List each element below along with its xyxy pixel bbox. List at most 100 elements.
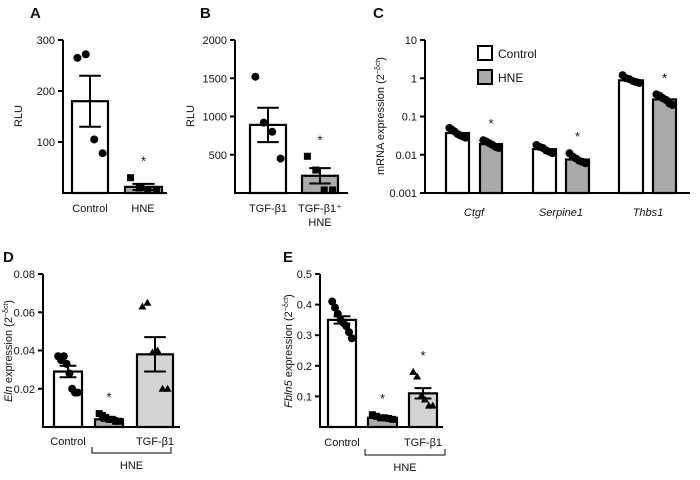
data-point — [494, 144, 503, 153]
y-axis-label: Fbln5 expression (2−δct) — [283, 294, 295, 408]
data-point — [90, 135, 99, 144]
y-axis-label-part: ) — [3, 300, 15, 304]
legend-label: Control — [498, 47, 537, 61]
y-tick-label: 100 — [37, 137, 55, 149]
data-point — [329, 186, 337, 194]
y-tick-label: 1000 — [203, 112, 227, 124]
data-point — [331, 303, 339, 312]
error-bar — [373, 415, 392, 420]
error-bar — [333, 315, 351, 325]
x-tick-label: Control — [324, 437, 359, 449]
y-axis-label-part: −δct — [3, 304, 10, 317]
significance-star: * — [317, 132, 322, 147]
x-tick-label: TGF-β1⁺ — [298, 203, 342, 215]
group-bracket — [364, 449, 446, 456]
error-bar — [257, 106, 279, 144]
y-axis-label: RLU — [185, 105, 197, 127]
bar — [52, 370, 84, 429]
legend-swatch — [477, 45, 493, 61]
y-axis-label: mRNA expression (2−δct) — [375, 57, 387, 175]
data-point — [138, 302, 147, 310]
y-tick-label: 0.1 — [297, 391, 312, 403]
y-axis-label-part: −δct — [375, 61, 382, 74]
error-bar — [100, 417, 118, 422]
data-point — [428, 401, 437, 409]
significance-star: * — [662, 70, 667, 85]
data-point — [268, 127, 277, 136]
error-bar — [79, 74, 101, 128]
y-tick-label: 0.08 — [14, 269, 35, 281]
y-axis-label-part: Eln — [3, 386, 15, 402]
panel-letter: B — [200, 5, 211, 22]
y-axis-label-part: expression (2 — [3, 317, 15, 386]
panel-b: B * 500 1000 1500 2000 RLU TGF-β1 TGF-β1⁺ HNE — [185, 5, 348, 229]
axes — [42, 274, 180, 428]
panel-letter: A — [30, 5, 41, 22]
y-tick-label: 2000 — [203, 35, 227, 47]
y-axis-label-part: RLU — [185, 105, 197, 127]
significance-star: * — [141, 154, 146, 169]
significance-star: * — [575, 129, 580, 144]
data-point — [461, 133, 470, 142]
axes — [234, 40, 348, 194]
data-point — [163, 384, 172, 392]
panel-letter: E — [283, 249, 293, 266]
data-point — [65, 369, 74, 378]
y-tick-label: 1 — [411, 73, 417, 85]
data-point — [251, 72, 260, 81]
x-tick-label: Serpine1 — [539, 207, 583, 219]
data-point — [312, 166, 320, 174]
y-axis-label: Eln expression (2−δct) — [3, 300, 15, 402]
y-tick-label: 0.01 — [396, 150, 417, 162]
y-tick-label: 200 — [37, 86, 55, 98]
group-bracket-label: HNE — [120, 460, 143, 472]
data-point — [635, 79, 644, 88]
y-axis-label-part: ) — [375, 57, 387, 61]
data-point — [548, 149, 557, 158]
data-point — [409, 367, 418, 375]
error-bar — [132, 182, 155, 191]
axes — [319, 274, 443, 428]
data-point — [320, 186, 328, 194]
data-point — [98, 149, 107, 158]
data-point — [303, 152, 311, 160]
y-axis-label-part: ) — [283, 294, 295, 298]
panel-letter: D — [3, 249, 14, 266]
data-point — [413, 372, 422, 380]
legend-label: HNE — [498, 71, 523, 85]
panel-letter: C — [373, 5, 384, 22]
y-axis-label-part: RLU — [13, 105, 25, 127]
data-point — [581, 159, 590, 168]
y-tick-label: 1500 — [203, 73, 227, 85]
y-tick-label: 500 — [209, 150, 227, 162]
bar — [444, 131, 471, 195]
data-point — [668, 100, 677, 109]
bar — [651, 98, 678, 195]
data-point — [328, 297, 337, 306]
group-bracket — [91, 447, 172, 454]
data-point — [259, 118, 268, 127]
x-tick-label: Ctgf — [464, 207, 485, 219]
x-tick-label: Control — [50, 436, 85, 448]
x-tick-label-line2: HNE — [308, 217, 331, 229]
panel-d: D * 0.02 0.04 0.06 0.08 Eln expression (2−δct)… — [3, 249, 180, 472]
data-point — [115, 417, 123, 425]
y-tick-label: 0.001 — [389, 188, 417, 200]
y-tick-label: 0.5 — [297, 269, 312, 281]
y-axis-label: RLU — [13, 105, 25, 127]
panel-a: A * 100 200 300 RLU Control HNE — [13, 5, 167, 215]
y-tick-label: 0.3 — [297, 330, 312, 342]
significance-star: * — [420, 348, 425, 363]
data-point — [152, 186, 160, 194]
y-axis-label-part: expression (2 — [283, 311, 295, 380]
error-bar — [144, 336, 166, 373]
data-point — [345, 328, 353, 337]
error-bar — [414, 387, 432, 400]
data-point — [73, 53, 82, 62]
x-tick-label: Thbs1 — [633, 207, 664, 219]
y-tick-label: 0.2 — [297, 361, 312, 373]
significance-star: * — [106, 390, 111, 405]
y-tick-label: 0.06 — [14, 307, 35, 319]
